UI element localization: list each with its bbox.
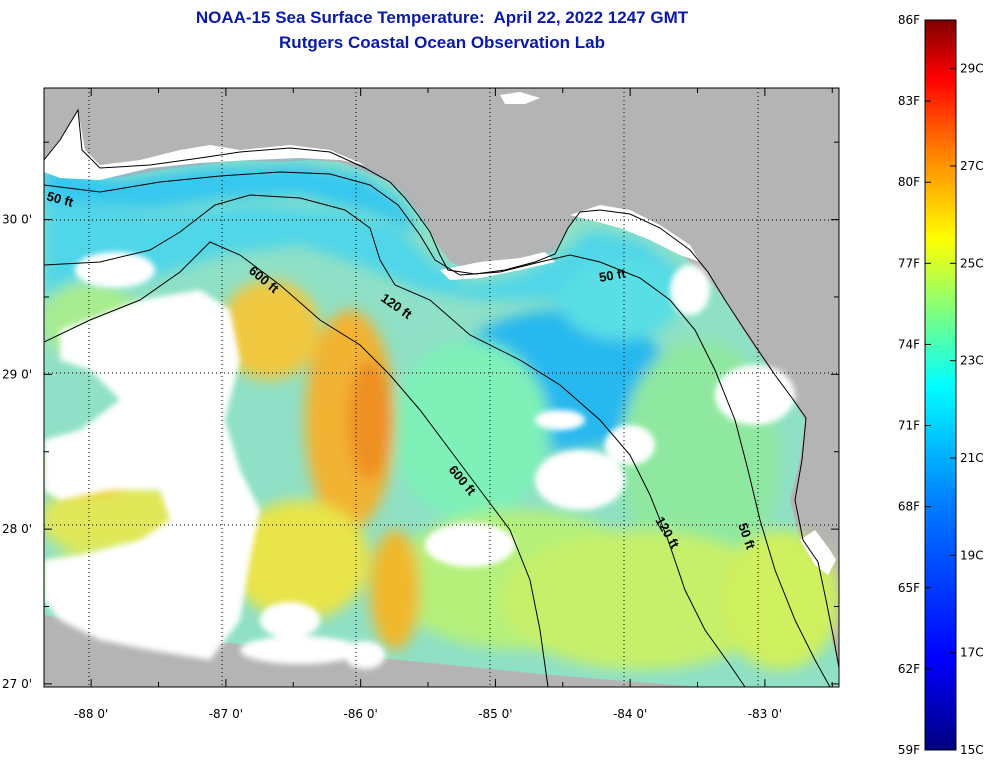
colorbar-f-label: 65F	[898, 581, 920, 595]
colorbar-c-label: 17C	[960, 646, 984, 660]
colorbar-f-label: 59F	[898, 743, 920, 757]
colorbar-labels: 86F 83F 80F 77F 74F 71F 68F 65F 62F 59F 29C 27C 25C 2…	[898, 13, 984, 757]
colorbar-c-label: 25C	[960, 256, 984, 270]
colorbar-c-label: 19C	[960, 548, 984, 562]
isobath-600ft	[44, 241, 549, 687]
colorbar	[924, 19, 957, 751]
contour-label: 50 ft	[598, 265, 628, 285]
lon-tick-label: -87 0'	[209, 707, 243, 721]
map-subtitle: Rutgers Coastal Ocean Observation Lab	[279, 33, 605, 52]
colorbar-c-label: 21C	[960, 451, 984, 465]
colorbar-f-label: 86F	[898, 13, 920, 27]
colorbar-f-label: 80F	[898, 175, 920, 189]
coastline	[44, 108, 839, 669]
lon-tick-label: -85 0'	[478, 707, 512, 721]
isobath-120ft	[44, 194, 746, 687]
lat-tick-label: 28 0'	[2, 522, 32, 536]
lon-tick-label: -86 0'	[343, 707, 377, 721]
lon-tick-label: -88 0'	[74, 707, 108, 721]
map-title: NOAA-15 Sea Surface Temperature: April 2…	[195, 8, 689, 27]
sst-field	[44, 165, 839, 670]
colorbar-f-label: 68F	[898, 500, 920, 514]
plot-border	[43, 87, 840, 688]
map-axes: 30 0' 29 0' 28 0' 27 0' -88 0' -87 0' -86 0' -8…	[2, 88, 839, 721]
isobath-50ft	[44, 171, 831, 687]
lon-tick-label: -84 0'	[613, 707, 647, 721]
lat-tick-label: 29 0'	[2, 367, 32, 381]
contour-label: 50 ft	[45, 188, 75, 210]
colorbar-f-label: 62F	[898, 662, 920, 676]
colorbar-f-label: 74F	[898, 337, 920, 351]
lat-tick-label: 27 0'	[2, 677, 32, 691]
inland-lake	[500, 92, 540, 104]
colorbar-f-label: 83F	[898, 94, 920, 108]
colorbar-f-label: 71F	[898, 419, 920, 433]
graticule	[44, 88, 839, 687]
colorbar-c-label: 27C	[960, 159, 984, 173]
cloud-cover	[44, 252, 795, 669]
map-plot-area: 50 ft 120 ft 600 ft 50 ft 120 ft 600 ft …	[44, 88, 839, 687]
lat-tick-label: 30 0'	[2, 213, 32, 227]
colorbar-c-label: 15C	[960, 743, 984, 757]
colorbar-c-label: 29C	[960, 62, 984, 76]
coastal-inlets	[44, 110, 365, 180]
lon-tick-label: -83 0'	[748, 707, 782, 721]
colorbar-c-label: 23C	[960, 354, 984, 368]
colorbar-f-label: 77F	[898, 256, 920, 270]
